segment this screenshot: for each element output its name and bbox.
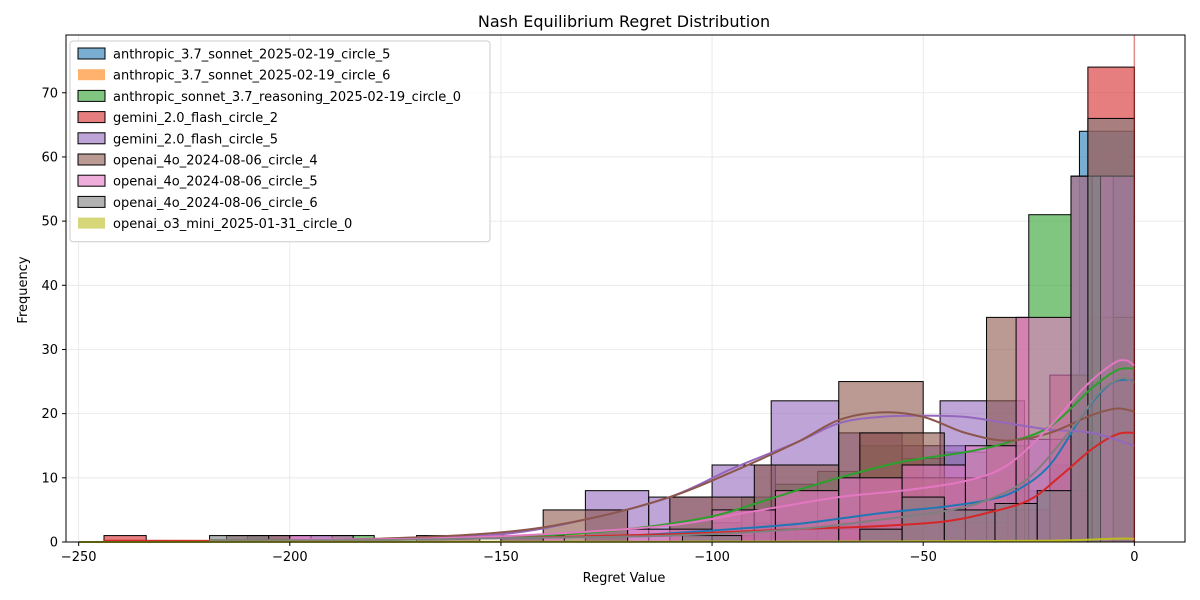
y-tick-label: 10 bbox=[41, 471, 58, 486]
x-tick-label: 0 bbox=[1130, 550, 1138, 565]
y-axis-ticks: 0 10 20 30 40 50 60 70 bbox=[41, 86, 66, 551]
legend-swatch bbox=[77, 132, 106, 145]
x-axis-label: Regret Value bbox=[583, 571, 666, 586]
legend-swatch bbox=[78, 69, 105, 81]
legend: anthropic_3.7_sonnet_2025-02-19_circle_5… bbox=[69, 40, 491, 243]
y-axis-label: Frequency bbox=[16, 256, 31, 323]
y-tick-label: 70 bbox=[41, 86, 58, 101]
legend-label: openai_4o_2024-08-06_circle_6 bbox=[113, 196, 318, 211]
legend-swatch bbox=[77, 174, 106, 187]
x-tick-label: −250 bbox=[61, 550, 97, 565]
legend-label: openai_4o_2024-08-06_circle_4 bbox=[113, 154, 318, 169]
histogram-bar-series-7 bbox=[901, 496, 945, 543]
kde-curve-series-6 bbox=[289, 359, 1135, 541]
x-axis-ticks: −250 −200 −150 −100 −50 0 bbox=[61, 542, 1138, 565]
legend-swatch bbox=[77, 89, 106, 102]
plot-frame bbox=[65, 34, 1186, 543]
legend-label: anthropic_3.7_sonnet_2025-02-19_circle_5 bbox=[113, 48, 390, 63]
legend-label: anthropic_3.7_sonnet_2025-02-19_circle_6 bbox=[113, 69, 390, 84]
legend-label: anthropic_sonnet_3.7_reasoning_2025-02-1… bbox=[113, 90, 461, 105]
y-tick-label: 40 bbox=[41, 279, 58, 294]
y-tick-label: 0 bbox=[50, 536, 58, 551]
legend-swatch bbox=[77, 47, 106, 60]
y-tick-label: 50 bbox=[41, 215, 58, 230]
legend-label: openai_o3_mini_2025-01-31_circle_0 bbox=[113, 217, 352, 232]
histogram-bar-series-7 bbox=[859, 528, 903, 543]
x-tick-label: −200 bbox=[272, 550, 308, 565]
legend-swatch bbox=[77, 195, 106, 208]
legend-label: openai_4o_2024-08-06_circle_5 bbox=[113, 175, 318, 190]
y-tick-label: 60 bbox=[41, 150, 58, 165]
histogram-bar-series-7 bbox=[943, 509, 996, 543]
legend-swatch bbox=[77, 111, 106, 124]
chart-title: Nash Equilibrium Regret Distribution bbox=[478, 12, 770, 31]
legend-box bbox=[69, 40, 491, 243]
legend-swatch bbox=[77, 153, 106, 166]
x-tick-label: −50 bbox=[909, 550, 936, 565]
kde-curves bbox=[78, 359, 1135, 543]
legend-swatch bbox=[78, 217, 105, 229]
histogram-bar-series-7 bbox=[1087, 117, 1135, 543]
legend-label: gemini_2.0_flash_circle_5 bbox=[113, 132, 278, 147]
y-tick-label: 20 bbox=[41, 407, 58, 422]
kde-curve-series-2 bbox=[332, 367, 1135, 541]
legend-label: gemini_2.0_flash_circle_2 bbox=[113, 111, 278, 126]
x-tick-label: −150 bbox=[483, 550, 519, 565]
x-tick-label: −100 bbox=[694, 550, 730, 565]
histogram-bar-series-7 bbox=[1036, 490, 1072, 543]
kde-curve-series-5 bbox=[226, 407, 1135, 542]
y-tick-label: 30 bbox=[41, 343, 58, 358]
kde-curve-series-7 bbox=[209, 377, 1135, 542]
